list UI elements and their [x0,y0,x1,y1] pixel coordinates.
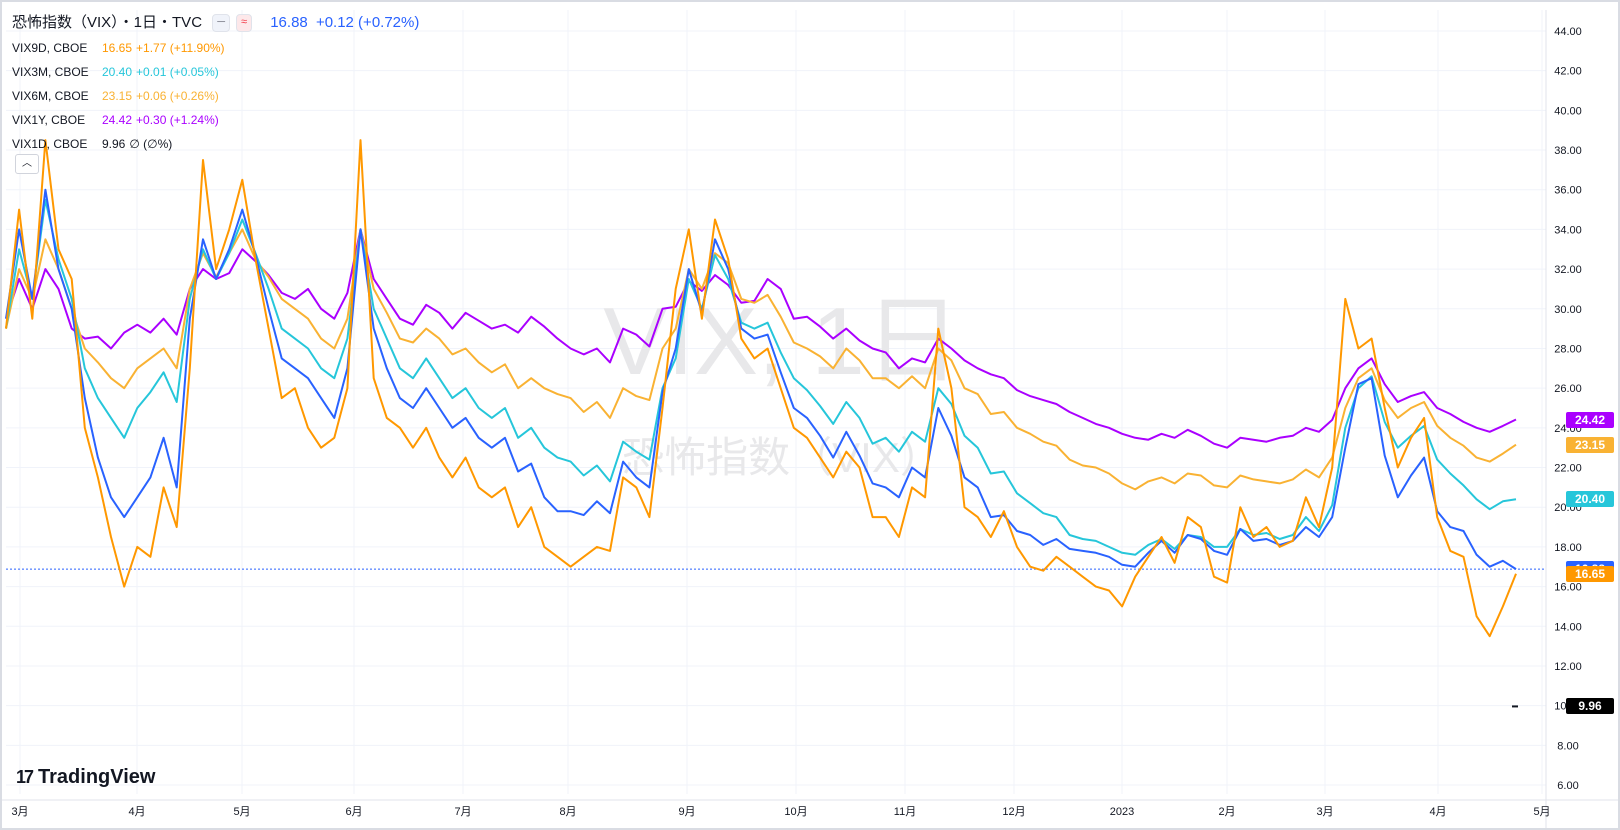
x-tick-label: 4月 [128,806,145,818]
y-tick-label: 18.00 [1554,542,1582,554]
price-tag: 20.40 [1566,491,1614,508]
x-tick-label: 9月 [678,806,695,818]
price-tag: 9.96 [1566,698,1614,715]
x-tick-label: 2023 [1110,806,1134,818]
legend-row[interactable]: VIX6M, CBOE 23.15 +0.06 (+0.26%) [12,84,419,108]
compare-chip[interactable]: ≈ [236,14,253,33]
x-tick-label: 12月 [1002,806,1025,818]
y-tick-label: 12.00 [1554,661,1582,673]
price-tag: 24.42 [1566,411,1614,428]
y-tick-label: 8.00 [1557,740,1578,752]
watermark-symbol: VIX, 1日 [603,288,960,395]
x-tick-label: 4月 [1429,806,1446,818]
main-change: +0.12 (+0.72%) [315,14,420,31]
y-tick-label: 34.00 [1554,224,1582,236]
legend-row[interactable]: VIX1D, CBOE 9.96 ∅ (∅%) [12,132,419,156]
line-style-chip[interactable]: ─ [212,14,230,33]
y-tick-label: 16.00 [1554,582,1582,594]
price-tag: 16.65 [1566,565,1614,582]
legend-value: 9.96 [102,137,126,151]
time-axis: 3月 4月 5月 6月 7月 8月 9月 10月 11月 12月 2023 2月 3月 4月 5月 [11,806,1550,818]
y-tick-label: 22.00 [1554,463,1582,475]
legend-symbol[interactable]: VIX9D, CBOE [12,41,88,55]
x-tick-label: 8月 [559,806,576,818]
tradingview-logo[interactable]: 17 TradingView [16,766,155,789]
y-tick-label: 28.00 [1554,343,1582,355]
tradingview-logo-mark: 17 [16,767,34,787]
y-tick-label: 36.00 [1554,185,1582,197]
price-tag: 23.15 [1566,436,1614,453]
y-tick-label: 14.00 [1554,621,1582,633]
legend-value: 16.65 [102,41,133,55]
legend-change: +0.06 (+0.26%) [136,89,219,103]
y-tick-label: 26.00 [1554,383,1582,395]
x-tick-label: 3月 [11,806,28,818]
x-tick-label: 6月 [345,806,362,818]
series-line [5,188,1517,570]
series-line [5,139,1517,638]
legend-main-row[interactable]: 恐怖指数（VIX）・1日・TVC ─ ≈ 16.88 +0.12 (+0.72%) [12,10,419,36]
legend-symbol[interactable]: VIX6M, CBOE [12,89,89,103]
legend-row[interactable]: VIX3M, CBOE 20.40 +0.01 (+0.05%) [12,60,419,84]
legend: 恐怖指数（VIX）・1日・TVC ─ ≈ 16.88 +0.12 (+0.72%)… [12,10,419,156]
x-tick-label: 5月 [233,806,250,818]
watermark-description: 恐怖指数（VIX） [622,434,942,481]
y-tick-label: 38.00 [1554,145,1582,157]
symbol-title[interactable]: 恐怖指数（VIX）・1日・TVC [12,14,203,31]
tradingview-logo-text: TradingView [38,766,156,788]
x-tick-label: 10月 [784,806,807,818]
legend-change: +0.01 (+0.05%) [136,65,219,79]
x-tick-label: 3月 [1316,806,1333,818]
x-tick-label: 11月 [894,806,916,818]
legend-symbol[interactable]: VIX3M, CBOE [12,65,89,79]
legend-symbol[interactable]: VIX1D, CBOE [12,137,88,151]
legend-row[interactable]: VIX9D, CBOE 16.65 +1.77 (+11.90%) [12,36,419,60]
y-tick-label: 30.00 [1554,304,1582,316]
price-axis: 6.008.0010.0012.0014.0016.0018.0020.0022… [1554,26,1582,792]
legend-collapse-button[interactable]: ︿ [15,154,39,174]
main-value: 16.88 [270,14,308,31]
y-tick-label: 44.00 [1554,26,1582,38]
series-group [5,139,1518,708]
chevron-up-icon: ︿ [22,158,32,169]
x-tick-label: 5月 [1533,806,1550,818]
y-tick-label: 32.00 [1554,264,1582,276]
legend-value: 24.42 [102,113,133,127]
legend-value: 23.15 [102,89,133,103]
x-tick-label: 7月 [454,806,471,818]
legend-value: 20.40 [102,65,133,79]
legend-change: ∅ (∅%) [129,137,173,151]
y-tick-label: 6.00 [1557,780,1578,792]
y-tick-label: 42.00 [1554,66,1582,78]
legend-change: +1.77 (+11.90%) [136,41,225,55]
legend-symbol[interactable]: VIX1Y, CBOE [12,113,86,127]
series-line [5,198,1517,556]
x-tick-label: 2月 [1218,806,1235,818]
legend-change: +0.30 (+1.24%) [136,113,219,127]
y-tick-label: 40.00 [1554,105,1582,117]
legend-row[interactable]: VIX1Y, CBOE 24.42 +0.30 (+1.24%) [12,108,419,132]
